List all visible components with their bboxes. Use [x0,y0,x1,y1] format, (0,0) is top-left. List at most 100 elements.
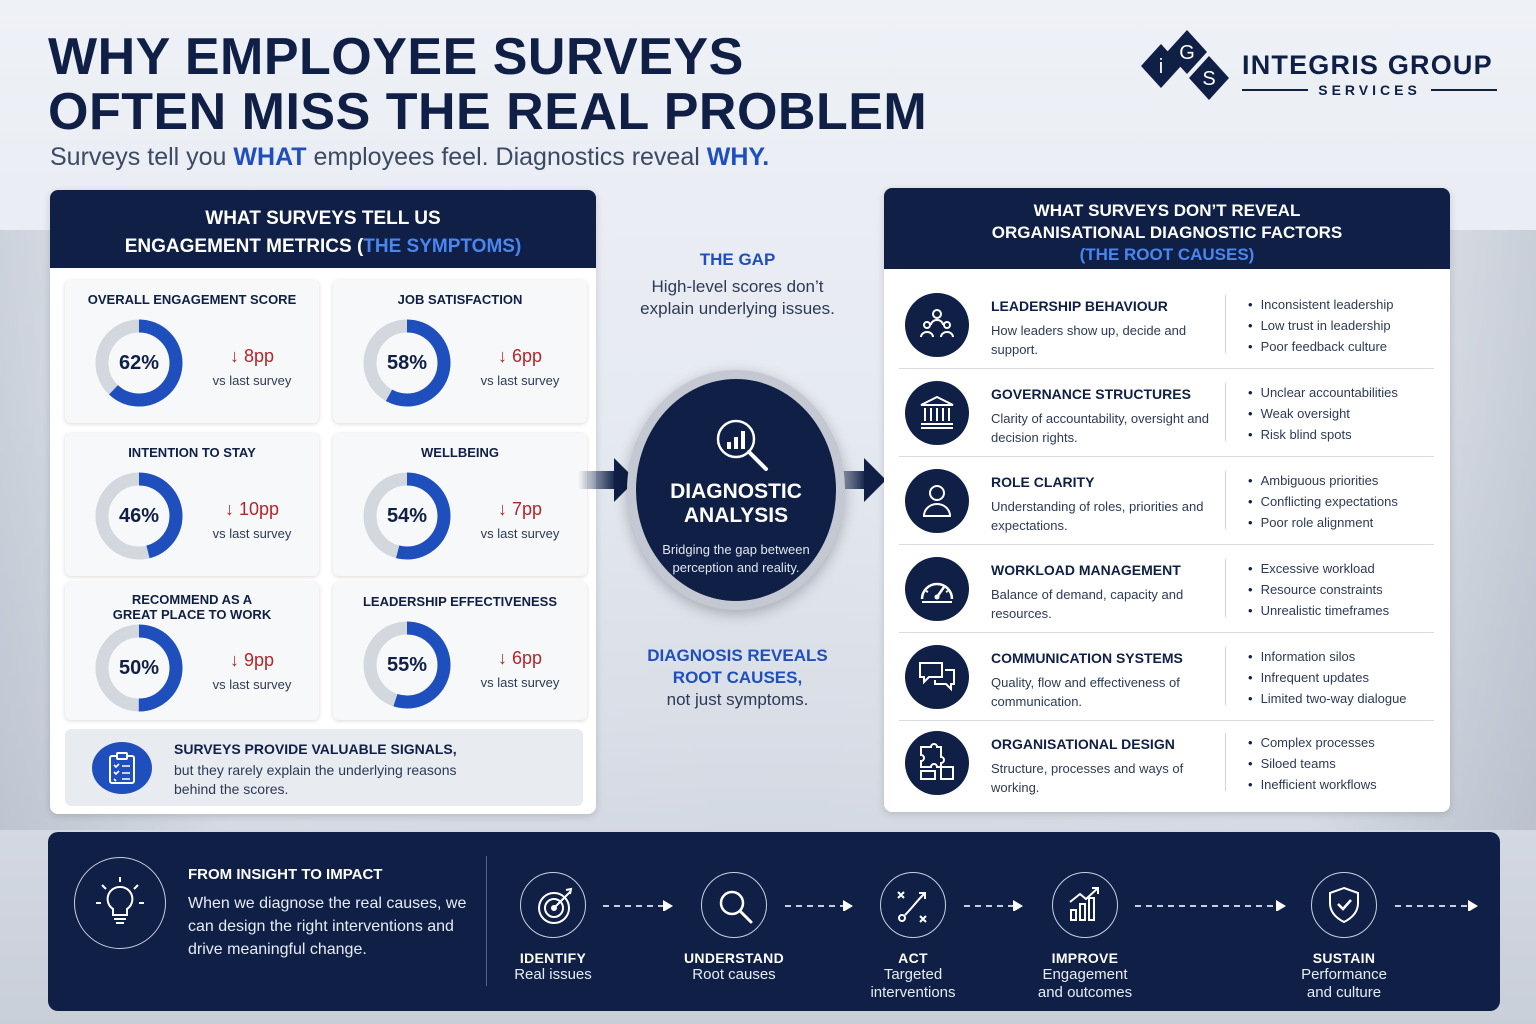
factor-issue: Limited two-way dialogue [1248,688,1407,709]
metric-delta: ↓ 10pp [224,499,280,519]
company-logo: i G S INTEGRIS GROUP SERVICES [1135,30,1505,105]
metric-donut: 55% [362,620,452,710]
factor-issue: Ambiguous priorities [1248,470,1398,491]
step-description: Root causes [692,966,776,983]
metric-donut: 46% [94,471,184,561]
step-description: Performance and culture [1301,966,1387,1001]
factor-description: Understanding of roles, priorities and e… [991,499,1204,533]
magnifier-icon [701,872,767,938]
factor-issue: Excessive workload [1248,558,1389,579]
factor-issue: Weak oversight [1248,403,1398,424]
metric-compare-label: vs last survey [212,677,292,692]
factor-issue: Siloed teams [1248,753,1377,774]
growth-chart-icon [1052,872,1118,938]
metric-card: OVERALL ENGAGEMENT SCORE 62% ↓ 8pp vs la… [65,280,319,423]
signal-body: but they rarely explain the underlying r… [174,762,457,797]
factor-title: COMMUNICATION SYSTEMS [991,650,1183,666]
impact-body: When we diagnose the real causes, we can… [188,895,467,958]
factor-issue: Unclear accountabilities [1248,382,1398,403]
process-step: SUSTAIN Performance and culture [1274,872,1414,1002]
metric-label: RECOMMEND AS A GREAT PLACE TO WORK [112,592,272,622]
factor-issue-list: Complex processesSiloed teamsInefficient… [1248,732,1377,795]
diagnostic-factor-row: ROLE CLARITY Understanding of roles, pri… [899,457,1434,545]
factor-title: WORKLOAD MANAGEMENT [991,562,1181,578]
metric-compare-label: vs last survey [212,526,292,541]
target-icon [520,872,586,938]
dashed-arrow-icon [785,900,853,911]
factor-issue-list: Inconsistent leadershipLow trust in lead… [1248,294,1394,357]
factor-issue: Information silos [1248,646,1407,667]
logo-subtitle: SERVICES [1242,82,1498,98]
step-description: Real issues [514,966,592,983]
dashed-arrow-icon [964,900,1023,911]
diagnostic-factor-row: GOVERNANCE STRUCTURES Clarity of account… [899,369,1434,457]
signal-title: SURVEYS PROVIDE VALUABLE SIGNALS, [174,741,457,757]
factor-description: Quality, flow and effectiveness of commu… [991,675,1180,709]
diagnostic-body: Bridging the gap between perception and … [662,542,810,575]
metric-card: INTENTION TO STAY 46% ↓ 10pp vs last sur… [65,433,319,576]
metric-donut: 54% [362,471,452,561]
chat-icon [905,645,969,709]
factor-issue: Conflicting expectations [1248,491,1398,512]
dashed-arrow-icon [1395,900,1478,911]
donut-arc [95,319,183,407]
metric-compare-label: vs last survey [480,373,560,388]
metric-value: 50% [118,656,160,679]
process-step: IMPROVE Engagement and outcomes [1015,872,1155,1002]
analysis-magnifier-icon [716,419,768,471]
diagnostic-factor-row: ORGANISATIONAL DESIGN Structure, process… [899,719,1434,807]
metric-label: WELLBEING [421,445,499,460]
metric-donut: 50% [94,623,184,713]
donut-arc [363,621,451,709]
metric-compare-label: vs last survey [480,675,560,690]
dashed-arrow-icon [1135,900,1286,911]
survey-panel-header: WHAT SURVEYS TELL US ENGAGEMENT METRICS … [50,190,596,268]
diagnostic-title: DIAGNOSTIC ANALYSIS [670,480,802,527]
metric-label: LEADERSHIP EFFECTIVENESS [362,594,558,609]
step-description: Targeted interventions [870,966,956,1001]
diagnostic-analysis-circle: DIAGNOSTIC ANALYSIS Bridging the gap betw… [627,370,845,610]
step-title: IMPROVE [1051,950,1119,966]
factor-issue: Inconsistent leadership [1248,294,1394,315]
metric-card: LEADERSHIP EFFECTIVENESS 55% ↓ 6pp vs la… [333,582,587,720]
factor-issue: Poor role alignment [1248,512,1398,533]
diagnostic-factor-row: LEADERSHIP BEHAVIOUR How leaders show up… [899,281,1434,369]
donut-arc [95,624,183,712]
metric-label: JOB SATISFACTION [397,292,523,307]
factor-issue-list: Information silosInfrequent updatesLimit… [1248,646,1407,709]
step-title: ACT [898,950,928,966]
divider [486,856,487,986]
step-title: UNDERSTAND [684,950,784,966]
factor-issue: Poor feedback culture [1248,336,1394,357]
gauge-icon [905,557,969,621]
step-description: Engagement and outcomes [1037,966,1133,1001]
metric-card: JOB SATISFACTION 58% ↓ 6pp vs last surve… [333,280,587,423]
metric-delta: ↓ 8pp [229,346,275,366]
metric-delta: ↓ 6pp [497,648,543,668]
svg-text:S: S [1202,68,1215,90]
person-icon [905,469,969,533]
metric-value: 55% [386,653,428,676]
logo-mark: i G S [1141,30,1229,100]
diagnostic-factor-row: COMMUNICATION SYSTEMS Quality, flow and … [899,633,1434,721]
metric-value: 58% [386,351,428,374]
process-step: UNDERSTAND Root causes [664,872,804,984]
diagnostic-factor-row: WORKLOAD MANAGEMENT Balance of demand, c… [899,545,1434,633]
factor-issue: Inefficient workflows [1248,774,1377,795]
dashed-arrow-icon [603,900,673,911]
impact-title: FROM INSIGHT TO IMPACT [188,866,383,883]
factor-issue: Unrealistic timeframes [1248,600,1390,621]
metric-card: RECOMMEND AS A GREAT PLACE TO WORK 50% ↓ … [65,582,319,720]
metric-donut: 58% [362,318,452,408]
factor-issue: Low trust in leadership [1248,315,1394,336]
metric-delta: ↓ 6pp [497,346,543,366]
logo-name: INTEGRIS GROUP [1242,50,1493,80]
insight-to-impact-banner: FROM INSIGHT TO IMPACT When we diagnose … [48,832,1500,1011]
survey-metrics-panel: WHAT SURVEYS TELL US ENGAGEMENT METRICS … [50,190,596,814]
factor-issue: Risk blind spots [1248,424,1398,445]
building-icon [905,381,969,445]
factor-description: Structure, processes and ways of working… [991,761,1184,795]
donut-arc [95,472,183,560]
metric-value: 54% [386,504,428,527]
factor-title: LEADERSHIP BEHAVIOUR [991,298,1168,314]
